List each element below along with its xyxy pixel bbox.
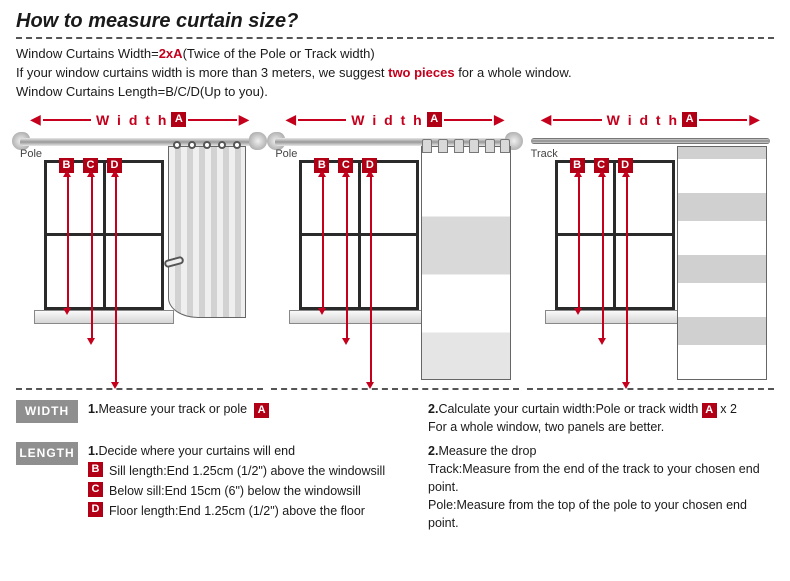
window-frame [44, 160, 164, 310]
intro-line-2: If your window curtains width is more th… [16, 64, 774, 83]
badge-b: B [88, 462, 103, 477]
window-sill [545, 310, 685, 324]
length-step-2-pole: Pole:Measure from the top of the pole to… [428, 496, 774, 532]
vertical-arrows: B C D [60, 158, 122, 173]
intro-1b: 2xA [159, 46, 183, 61]
arrow-B: B [60, 158, 74, 173]
arrow-D: D [619, 158, 633, 173]
length-step-2-track: Track:Measure from the end of the track … [428, 460, 774, 496]
hanger-label: Pole [275, 148, 297, 160]
pole-finial-icon [249, 132, 267, 150]
step-number: 1. [88, 402, 98, 416]
sub-D: D Floor length:End 1.25cm (1/2") above th… [88, 502, 418, 520]
page-title: How to measure curtain size? [16, 10, 774, 33]
arrow-D: D [363, 158, 377, 173]
width-bar: ◀ W i d t h A ▶ [541, 110, 760, 130]
window-sill [34, 310, 174, 324]
intro-line-3: Window Curtains Length=B/C/D(Up to you). [16, 83, 774, 102]
step-text: Calculate your curtain width:Pole or tra… [438, 402, 698, 416]
diagram-track-check: ◀ W i d t h A ▶ Track B C D [527, 110, 774, 390]
length-step-2: 2.Measure the drop Track:Measure from th… [428, 442, 774, 533]
length-tag: LENGTH [16, 442, 78, 465]
step-text: Measure the drop [438, 444, 536, 458]
arrow-left-icon: ◀ [30, 111, 41, 128]
width-tag: WIDTH [16, 400, 78, 423]
arrow-right-icon: ▶ [239, 111, 250, 128]
width-label: W i d t h [96, 112, 168, 128]
window-frame [555, 160, 675, 310]
intro-block: Window Curtains Width=2xA(Twice of the P… [16, 45, 774, 102]
arrow-B: B [571, 158, 585, 173]
intro-2c: for a whole window. [455, 65, 572, 80]
curtain-striped [421, 146, 511, 380]
width-label: W i d t h [351, 112, 423, 128]
arrow-left-icon: ◀ [541, 111, 552, 128]
eyelet-rings [169, 141, 245, 151]
intro-1a: Window Curtains Width= [16, 46, 159, 61]
step-text: Decide where your curtains will end [98, 444, 295, 458]
hanger-label: Pole [20, 148, 42, 160]
arrow-right-icon: ▶ [494, 111, 505, 128]
width-line [188, 119, 236, 121]
instructions: WIDTH 1.Measure your track or pole A 2.C… [16, 400, 774, 533]
curtain-track [531, 138, 770, 144]
intro-line-1: Window Curtains Width=2xA(Twice of the P… [16, 45, 774, 64]
sub-C: C Below sill:End 15cm (6") below the wind… [88, 482, 418, 500]
diagrams-row: ◀ W i d t h A ▶ Pole B C [16, 110, 774, 390]
hanger-label: Track [531, 148, 558, 160]
width-step-2-sub: For a whole window, two panels are bette… [428, 418, 774, 436]
intro-2b: two pieces [388, 65, 454, 80]
pleats [422, 139, 510, 153]
vertical-arrows: B C D [571, 158, 633, 173]
step-text-b: x 2 [717, 402, 737, 416]
arrow-right-icon: ▶ [749, 111, 760, 128]
window-sill [289, 310, 429, 324]
length-step-1: 1.Decide where your curtains will end BS… [88, 442, 418, 533]
width-bar: ◀ W i d t h A ▶ [30, 110, 249, 130]
intro-1c: (Twice of the Pole or Track width) [183, 46, 375, 61]
badge-a: A [171, 112, 186, 127]
window-frame [299, 160, 419, 310]
badge-c: C [88, 482, 103, 497]
diagram-pole-pleated: ◀ W i d t h A ▶ Pole B C [271, 110, 518, 390]
arrow-C: C [84, 158, 98, 173]
width-step-1: 1.Measure your track or pole A [88, 400, 418, 436]
sub-text: Floor length:End 1.25cm (1/2") above the… [109, 502, 365, 520]
curtain-eyelet [168, 146, 246, 318]
vertical-arrows: B C D [315, 158, 377, 173]
intro-2a: If your window curtains width is more th… [16, 65, 388, 80]
step-text: Measure your track or pole [98, 402, 247, 416]
badge-d: D [88, 502, 103, 517]
title-wrap: How to measure curtain size? [16, 10, 774, 39]
sub-B: B Sill length:End 1.25cm (1/2") above the… [88, 462, 418, 480]
curtain-check [677, 146, 767, 380]
arrow-D: D [108, 158, 122, 173]
diagram-pole-eyelet: ◀ W i d t h A ▶ Pole B C [16, 110, 263, 390]
arrow-left-icon: ◀ [285, 111, 296, 128]
badge-a: A [702, 403, 717, 418]
step-number: 2. [428, 444, 438, 458]
step-number: 1. [88, 444, 98, 458]
badge-a: A [427, 112, 442, 127]
arrow-C: C [339, 158, 353, 173]
width-bar: ◀ W i d t h A ▶ [285, 110, 504, 130]
sub-text: Below sill:End 15cm (6") below the windo… [109, 482, 361, 500]
arrow-B: B [315, 158, 329, 173]
badge-a: A [682, 112, 697, 127]
sub-text: Sill length:End 1.25cm (1/2") above the … [109, 462, 385, 480]
step-number: 2. [428, 402, 438, 416]
badge-a: A [254, 403, 269, 418]
arrow-C: C [595, 158, 609, 173]
width-line [43, 119, 91, 121]
width-step-2: 2.Calculate your curtain width:Pole or t… [428, 400, 774, 436]
width-label: W i d t h [607, 112, 679, 128]
